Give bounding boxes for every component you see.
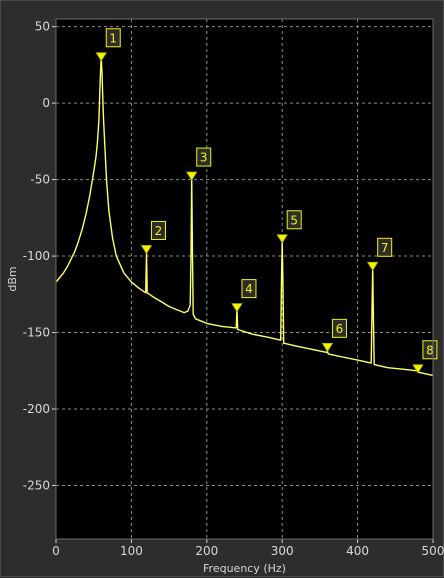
marker-5-box — [286, 210, 302, 230]
marker-1-box — [105, 28, 121, 48]
y-tick-label: -200 — [23, 402, 50, 416]
x-tick-label: 0 — [52, 544, 60, 558]
x-tick-label: 200 — [195, 544, 218, 558]
y-tick-label: -100 — [23, 249, 50, 263]
marker-5-label: 5 — [290, 213, 298, 227]
x-tick-label: 500 — [422, 544, 444, 558]
marker-2-label: 2 — [155, 224, 163, 238]
marker-7-triangle — [366, 261, 379, 272]
marker-3-triangle — [185, 171, 198, 181]
marker-8-triangle — [412, 364, 424, 374]
peak-markers: 1 2 3 4 5 6 7 8 — [95, 28, 438, 374]
y-axis-ticks: 50 0 -50 -100 -150 -200 -250 — [23, 20, 56, 492]
marker-2-triangle — [140, 245, 153, 255]
marker-6-label: 6 — [336, 322, 344, 336]
y-tick-label: 0 — [42, 96, 50, 110]
marker-1-label: 1 — [109, 31, 117, 45]
marker-3-box — [196, 147, 212, 167]
marker-4-box — [241, 279, 257, 299]
marker-4-triangle — [231, 303, 243, 313]
y-tick-label: -150 — [23, 326, 50, 340]
x-tick-label: 400 — [346, 544, 369, 558]
y-axis-label: dBm — [6, 266, 19, 291]
x-tick-label: 300 — [271, 544, 294, 558]
plot-frame — [55, 18, 434, 540]
x-axis-ticks: 0 100 200 300 400 500 — [52, 539, 444, 558]
marker-4-label: 4 — [245, 282, 253, 296]
marker-6-box — [331, 318, 347, 338]
marker-7-box — [377, 237, 393, 257]
marker-3-label: 3 — [200, 151, 208, 165]
y-tick-label: -250 — [23, 478, 50, 492]
marker-8-label: 8 — [426, 343, 434, 357]
x-axis-label: Frequency (Hz) — [203, 562, 286, 575]
marker-1-triangle — [95, 52, 107, 62]
marker-5-triangle — [276, 234, 288, 244]
x-tick-label: 100 — [120, 544, 143, 558]
spectrum-trace — [55, 56, 434, 377]
plot-area — [56, 19, 433, 539]
marker-7-label: 7 — [381, 241, 389, 255]
y-tick-label: 50 — [35, 20, 50, 34]
marker-6-triangle — [321, 342, 334, 353]
y-tick-label: -50 — [30, 173, 50, 187]
marker-2-box — [150, 220, 166, 240]
